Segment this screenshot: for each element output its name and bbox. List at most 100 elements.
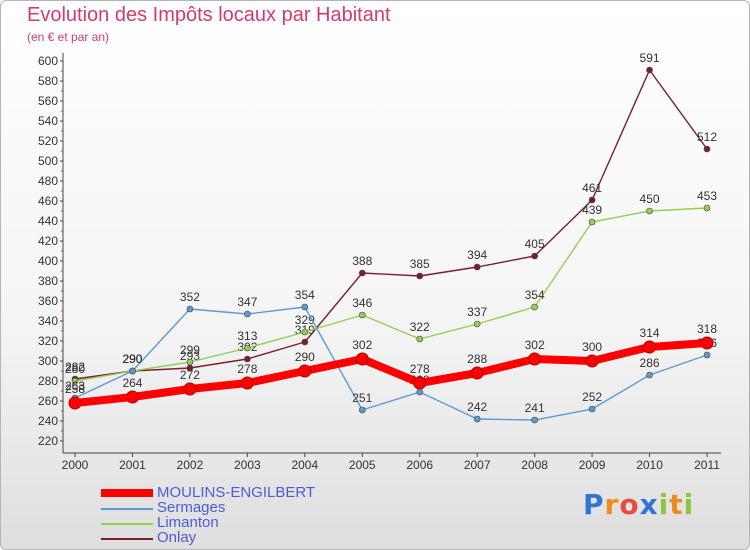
data-point-limanton (244, 344, 251, 352)
series-line-onlay (74, 69, 708, 380)
data-label-limanton: 450 (640, 192, 660, 206)
x-tick-label: 2003 (234, 458, 261, 472)
data-label-onlay: 388 (352, 254, 372, 268)
y-tick-label: 460 (38, 194, 58, 208)
data-label-moulins-engilbert: 314 (640, 326, 660, 340)
logo-letter: t (669, 488, 684, 521)
y-tick-label: 400 (38, 254, 58, 268)
data-point-moulins-engilbert (298, 364, 312, 378)
x-tick-label: 2002 (177, 458, 204, 472)
y-tick-label: 520 (38, 134, 58, 148)
legend-label-onlay: Onlay (157, 529, 197, 546)
legend-swatch-moulins (101, 489, 153, 497)
y-tick-label: 540 (38, 114, 58, 128)
data-point-sermages (588, 405, 596, 413)
y-tick-label: 280 (38, 374, 58, 388)
data-point-onlay (646, 66, 653, 74)
data-point-sermages (703, 351, 711, 359)
data-point-moulins-engilbert (528, 352, 542, 366)
y-tick-label: 480 (38, 174, 58, 188)
data-point-limanton (531, 303, 538, 311)
data-label-limanton: 322 (410, 320, 430, 334)
data-point-moulins-engilbert (125, 390, 139, 404)
data-point-limanton (416, 335, 424, 343)
y-tick-label: 420 (38, 234, 58, 248)
data-point-onlay (531, 252, 538, 260)
data-point-moulins-engilbert (470, 366, 484, 380)
data-point-sermages (473, 415, 481, 423)
data-label-sermages: 290 (122, 352, 142, 366)
legend-label-limanton: Limanton (157, 514, 219, 531)
x-tick-label: 2001 (119, 458, 146, 472)
data-label-moulins-engilbert: 290 (295, 350, 315, 364)
data-label-onlay: 461 (582, 181, 602, 195)
legend-swatch-limanton (101, 523, 153, 525)
data-label-limanton: 313 (237, 329, 257, 343)
logo-letter: P (583, 488, 605, 521)
data-point-limanton (71, 377, 79, 385)
data-point-moulins-engilbert (585, 354, 599, 368)
data-label-sermages: 242 (467, 400, 487, 414)
data-point-moulins-engilbert (240, 376, 254, 390)
data-point-sermages (244, 310, 251, 318)
series-line-limanton (74, 207, 708, 382)
data-point-limanton (186, 358, 194, 366)
data-point-sermages (531, 416, 538, 424)
data-point-limanton (473, 320, 481, 328)
data-label-moulins-engilbert: 318 (697, 322, 717, 336)
data-point-moulins-engilbert (413, 376, 427, 390)
data-label-onlay: 385 (410, 257, 430, 271)
data-label-onlay: 405 (525, 237, 545, 251)
data-label-limanton: 439 (582, 203, 602, 217)
data-point-moulins-engilbert (68, 396, 82, 410)
x-tick-label: 2007 (464, 458, 491, 472)
y-tick-label: 240 (38, 414, 58, 428)
data-label-onlay: 512 (697, 130, 717, 144)
x-tick-label: 2006 (406, 458, 433, 472)
data-label-sermages: 347 (237, 295, 257, 309)
data-point-limanton (358, 311, 366, 319)
data-point-onlay (244, 355, 251, 363)
data-label-limanton: 280 (65, 362, 85, 376)
series-line-moulins-engilbert (71, 339, 711, 407)
data-label-limanton: 299 (180, 343, 200, 357)
data-label-moulins-engilbert: 300 (582, 340, 602, 354)
y-tick-label: 580 (38, 74, 58, 88)
data-label-onlay: 293 (180, 349, 200, 363)
y-tick-label: 440 (38, 214, 58, 228)
y-tick-label: 560 (38, 94, 58, 108)
y-tick-label: 320 (38, 334, 58, 348)
chart-title: Evolution des Impôts locaux par Habitant (27, 4, 391, 26)
data-label-sermages: 352 (180, 290, 200, 304)
data-label-moulins-engilbert: 302 (525, 338, 545, 352)
data-point-sermages (358, 406, 366, 414)
y-tick-label: 340 (38, 314, 58, 328)
x-tick-label: 2005 (349, 458, 376, 472)
data-label-moulins-engilbert: 278 (410, 362, 430, 376)
data-point-limanton (646, 207, 653, 215)
logo-letter: r (604, 488, 620, 521)
data-point-sermages (129, 367, 136, 375)
data-label-moulins-engilbert: 264 (122, 376, 142, 390)
y-tick-label: 500 (38, 154, 58, 168)
data-point-onlay (588, 196, 596, 204)
data-label-sermages: 286 (640, 356, 660, 370)
data-label-moulins-engilbert: 278 (237, 362, 257, 376)
y-tick-label: 360 (38, 294, 58, 308)
data-label-sermages: 263 (65, 379, 85, 393)
data-point-limanton (588, 218, 596, 226)
logo-letter: x (639, 488, 659, 521)
data-label-sermages: 251 (352, 391, 372, 405)
data-label-limanton: 354 (525, 288, 545, 302)
y-tick-label: 300 (38, 354, 58, 368)
x-tick-label: 2004 (291, 458, 318, 472)
data-label-moulins-engilbert: 302 (352, 338, 372, 352)
data-label-onlay: 282 (65, 360, 85, 374)
data-label-onlay: 394 (467, 248, 487, 262)
data-label-limanton: 337 (467, 305, 487, 319)
data-point-limanton (703, 204, 711, 212)
data-label-onlay: 591 (640, 51, 660, 65)
proxiti-logo: Proxiti (583, 488, 694, 521)
